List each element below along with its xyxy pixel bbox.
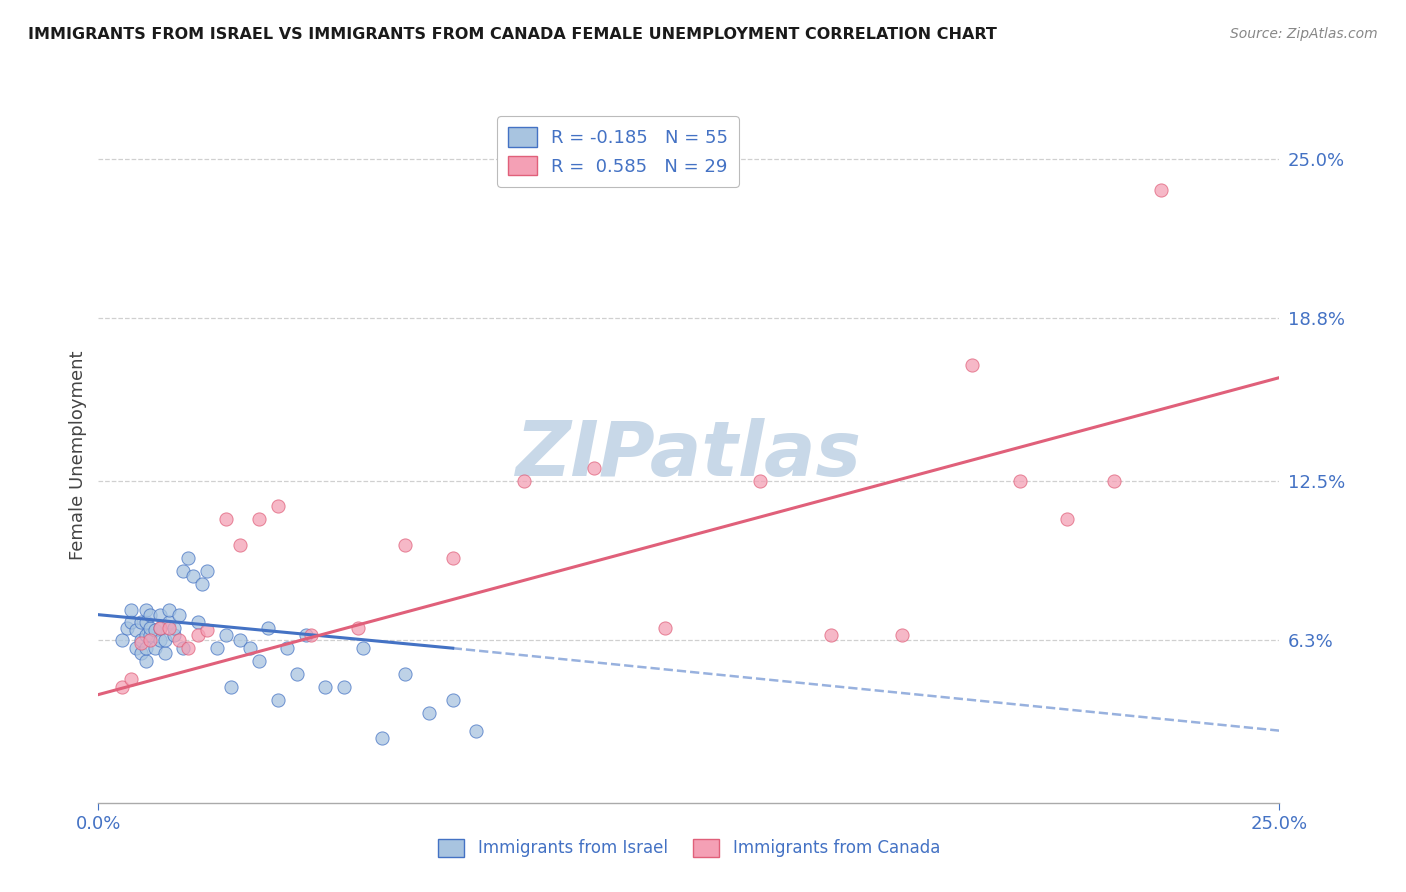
Point — [139, 633, 162, 648]
Point — [135, 602, 157, 616]
Point — [195, 623, 218, 637]
Point — [153, 633, 176, 648]
Point — [163, 621, 186, 635]
Point — [418, 706, 440, 720]
Point — [465, 723, 488, 738]
Point — [129, 646, 152, 660]
Point — [215, 512, 238, 526]
Point — [135, 615, 157, 630]
Point — [394, 538, 416, 552]
Point — [267, 692, 290, 706]
Point — [129, 615, 152, 630]
Point — [121, 602, 143, 616]
Point — [512, 474, 534, 488]
Point — [172, 641, 194, 656]
Point — [371, 731, 394, 746]
Point — [139, 628, 162, 642]
Point — [654, 621, 676, 635]
Point — [177, 551, 200, 566]
Point — [352, 641, 374, 656]
Point — [121, 615, 143, 630]
Point — [890, 628, 912, 642]
Point — [167, 607, 190, 622]
Point — [347, 621, 370, 635]
Point — [143, 623, 166, 637]
Point — [195, 564, 218, 578]
Legend: Immigrants from Israel, Immigrants from Canada: Immigrants from Israel, Immigrants from … — [432, 832, 946, 864]
Point — [257, 621, 280, 635]
Point — [181, 569, 204, 583]
Point — [135, 641, 157, 656]
Point — [177, 641, 200, 656]
Point — [121, 672, 143, 686]
Point — [125, 641, 148, 656]
Point — [129, 633, 152, 648]
Point — [267, 500, 290, 514]
Point — [125, 623, 148, 637]
Point — [139, 607, 162, 622]
Point — [219, 680, 242, 694]
Point — [1102, 474, 1125, 488]
Point — [157, 602, 180, 616]
Point — [157, 621, 180, 635]
Point — [820, 628, 842, 642]
Point — [129, 636, 152, 650]
Point — [187, 615, 209, 630]
Point — [187, 628, 209, 642]
Point — [441, 692, 464, 706]
Point — [143, 641, 166, 656]
Y-axis label: Female Unemployment: Female Unemployment — [69, 351, 87, 559]
Point — [215, 628, 238, 642]
Point — [441, 551, 464, 566]
Point — [295, 628, 318, 642]
Point — [135, 628, 157, 642]
Point — [748, 474, 770, 488]
Text: Source: ZipAtlas.com: Source: ZipAtlas.com — [1230, 27, 1378, 41]
Point — [205, 641, 228, 656]
Point — [276, 641, 298, 656]
Point — [962, 358, 984, 372]
Point — [167, 633, 190, 648]
Point — [153, 646, 176, 660]
Point — [333, 680, 356, 694]
Point — [314, 680, 336, 694]
Point — [163, 628, 186, 642]
Point — [111, 633, 134, 648]
Point — [229, 538, 252, 552]
Point — [239, 641, 262, 656]
Point — [1008, 474, 1031, 488]
Point — [149, 621, 172, 635]
Point — [115, 621, 138, 635]
Point — [229, 633, 252, 648]
Point — [172, 564, 194, 578]
Point — [149, 621, 172, 635]
Point — [1150, 182, 1173, 196]
Point — [157, 615, 180, 630]
Point — [111, 680, 134, 694]
Point — [299, 628, 322, 642]
Point — [149, 607, 172, 622]
Point — [1056, 512, 1078, 526]
Point — [247, 512, 270, 526]
Point — [583, 460, 606, 475]
Text: IMMIGRANTS FROM ISRAEL VS IMMIGRANTS FROM CANADA FEMALE UNEMPLOYMENT CORRELATION: IMMIGRANTS FROM ISRAEL VS IMMIGRANTS FRO… — [28, 27, 997, 42]
Point — [247, 654, 270, 668]
Point — [191, 576, 214, 591]
Point — [139, 621, 162, 635]
Point — [285, 667, 308, 681]
Point — [149, 633, 172, 648]
Point — [135, 654, 157, 668]
Point — [394, 667, 416, 681]
Text: ZIPatlas: ZIPatlas — [516, 418, 862, 491]
